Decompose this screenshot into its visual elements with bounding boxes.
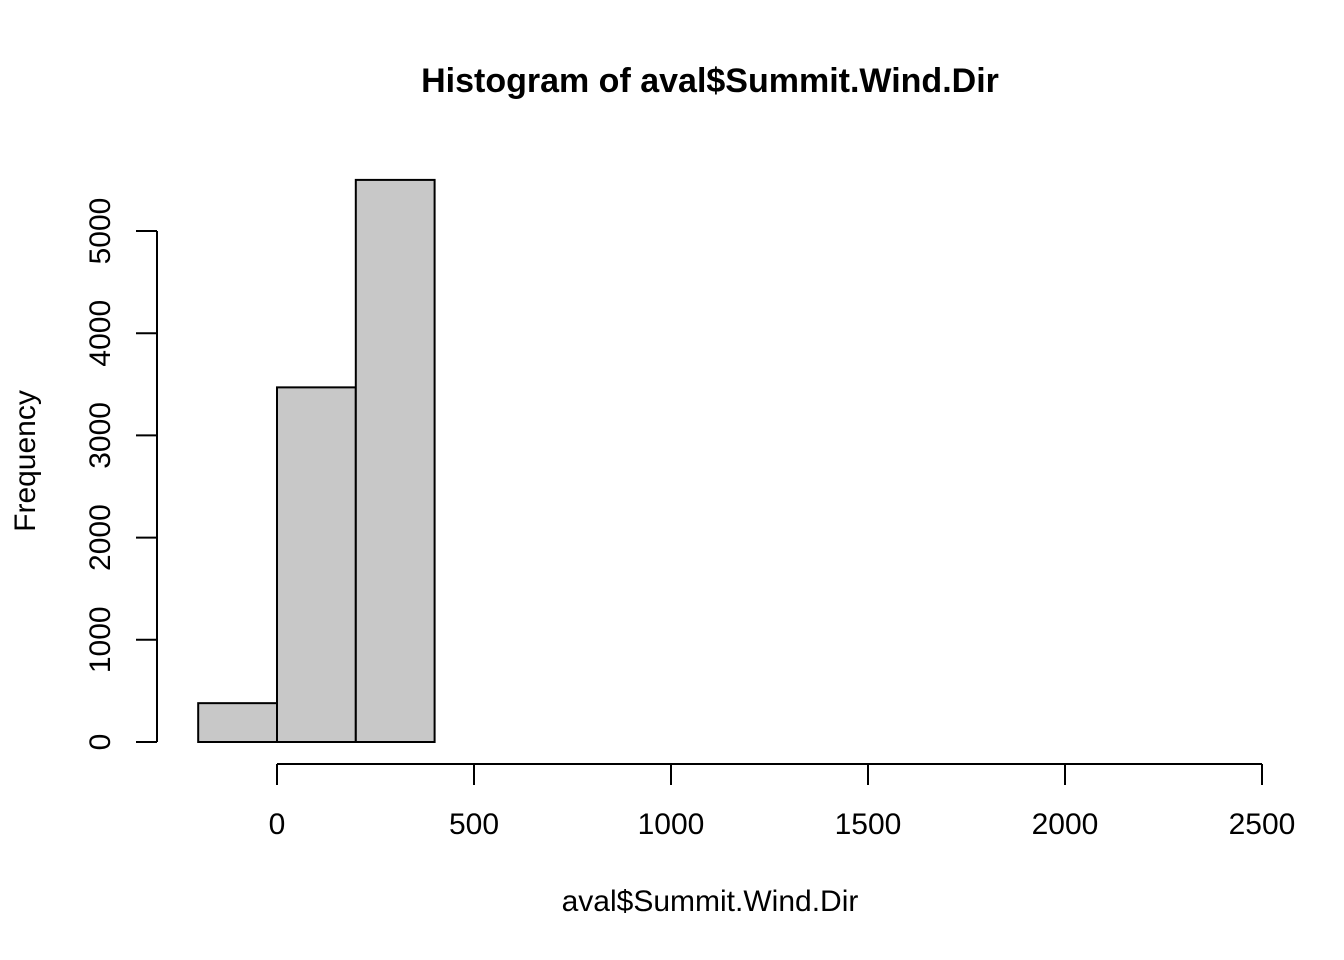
y-tick-label-4: 4000 <box>84 300 117 367</box>
y-tick-label-1: 1000 <box>84 606 117 673</box>
x-tick-label-5: 2500 <box>1229 808 1296 841</box>
x-tick-label-0: 0 <box>269 808 286 841</box>
histogram-bars <box>197 178 436 743</box>
x-axis: 0 500 1000 1500 2000 2500 <box>269 763 1296 841</box>
x-axis-label: aval$Summit.Wind.Dir <box>562 885 859 918</box>
x-tick-label-4: 2000 <box>1032 808 1099 841</box>
y-axis: 0 1000 2000 3000 4000 5000 <box>84 198 158 751</box>
x-tick-label-1: 500 <box>449 808 499 841</box>
y-tick-label-3: 3000 <box>84 402 117 469</box>
x-tick-label-3: 1500 <box>835 808 902 841</box>
x-tick-label-2: 1000 <box>638 808 705 841</box>
histogram-bar-2 <box>354 178 436 743</box>
histogram-bar-1 <box>276 386 357 743</box>
y-axis-label: Frequency <box>9 390 42 532</box>
chart-title: Histogram of aval$Summit.Wind.Dir <box>421 62 999 100</box>
y-tick-label-0: 0 <box>84 734 117 751</box>
y-tick-label-2: 2000 <box>84 504 117 571</box>
y-tick-label-5: 5000 <box>84 198 117 265</box>
histogram-bar-0 <box>197 702 278 743</box>
